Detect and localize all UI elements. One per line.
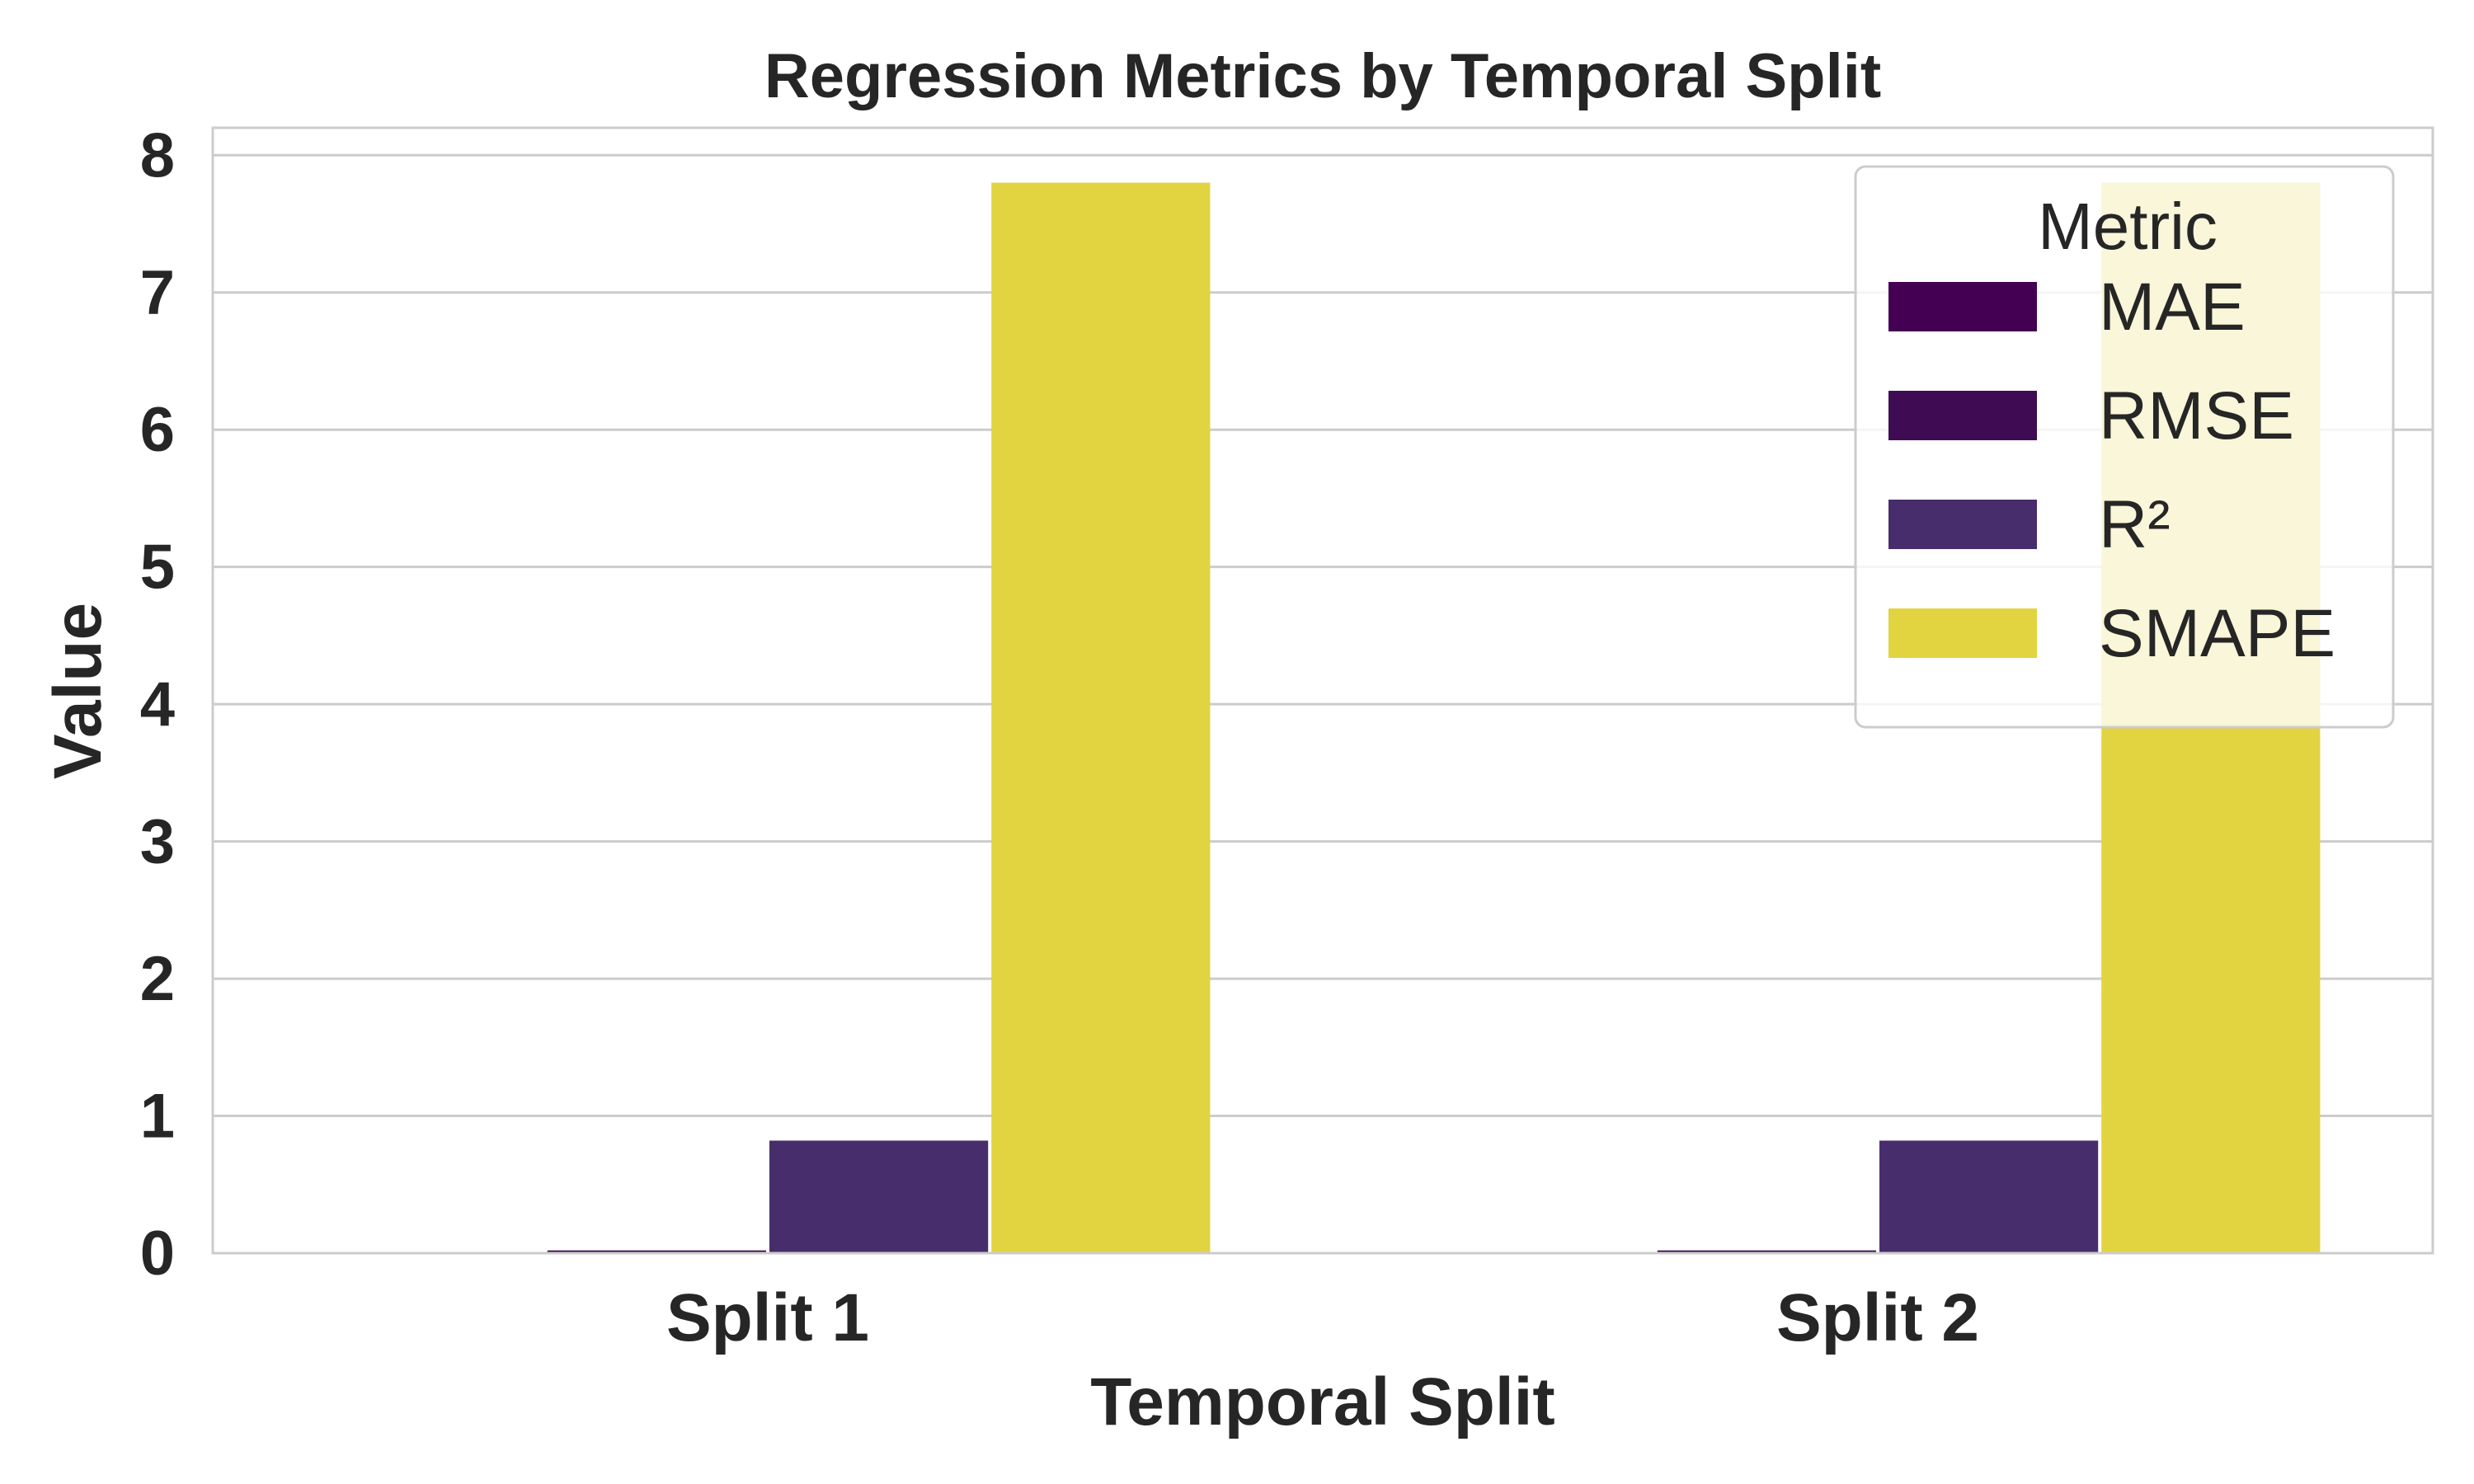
x-ticks: Split 1 Split 2 <box>666 1280 1979 1355</box>
bar-r-1 <box>769 1140 989 1253</box>
bar-r-2 <box>1879 1140 2099 1253</box>
bar-rmse-2 <box>1657 1250 1876 1253</box>
legend-label: R² <box>2099 487 2171 562</box>
legend-title: Metric <box>2038 190 2218 263</box>
legend: Metric MAE RMSE R² SMAPE <box>1854 165 2395 729</box>
x-tick-label: Split 1 <box>666 1280 869 1355</box>
y-tick-label: 5 <box>140 533 175 603</box>
y-tick-label: 1 <box>140 1082 175 1152</box>
y-tick-label: 8 <box>140 120 175 190</box>
bar-rmse-1 <box>547 1250 766 1253</box>
legend-swatch <box>1888 500 2037 549</box>
x-tick-label: Split 2 <box>1776 1280 1979 1355</box>
legend-swatch <box>1888 391 2037 440</box>
plot-frame <box>211 126 2434 1255</box>
bar-smape-1 <box>991 182 1211 1254</box>
legend-items: MAE RMSE R² SMAPE <box>1888 270 2335 671</box>
y-tick-label: 3 <box>140 807 175 877</box>
legend-label: RMSE <box>2099 378 2294 453</box>
legend-label: MAE <box>2099 270 2246 345</box>
y-ticks: 0 1 2 3 4 5 6 7 8 <box>140 120 175 1289</box>
y-tick-label: 6 <box>140 395 175 465</box>
y-tick-label: 4 <box>140 669 175 740</box>
y-tick-label: 7 <box>140 258 175 328</box>
y-axis-label: Value <box>40 603 115 779</box>
x-axis-label: Temporal Split <box>1090 1364 1554 1439</box>
legend-label: SMAPE <box>2099 596 2335 671</box>
legend-swatch <box>1888 608 2037 658</box>
y-tick-label: 2 <box>140 944 175 1014</box>
legend-swatch <box>1888 282 2037 331</box>
chart-title: Regression Metrics by Temporal Split <box>764 41 1881 111</box>
y-tick-label: 0 <box>140 1219 175 1289</box>
